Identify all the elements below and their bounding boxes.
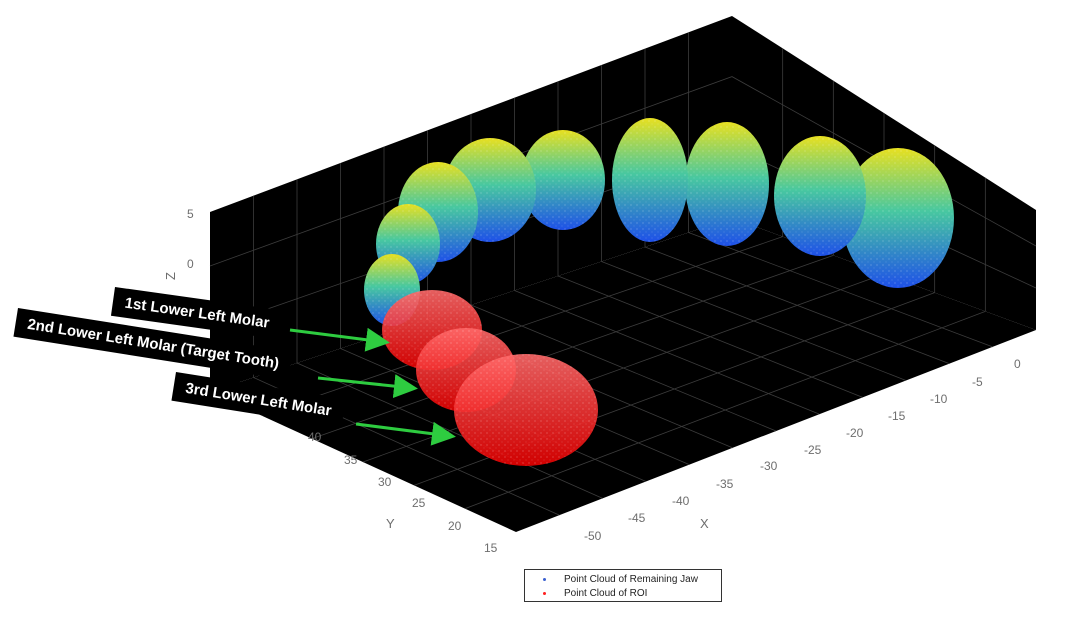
roi-molar-texture <box>454 354 598 466</box>
jaw-tooth-texture <box>842 148 954 288</box>
jaw-tooth-texture <box>774 136 866 256</box>
axes-floor <box>210 218 1036 532</box>
series-remaining-jaw-points <box>364 118 954 326</box>
y-tick-labels: 15 20 25 30 35 40 <box>308 430 498 555</box>
y-axis-label: Y <box>386 516 395 531</box>
z-axis-label: Z <box>163 272 178 280</box>
y-tick-label: 35 <box>344 453 358 467</box>
legend: Point Cloud of Remaining Jaw Point Cloud… <box>524 569 722 602</box>
jaw-tooth-texture <box>685 122 769 246</box>
x-tick-label: -20 <box>846 426 864 440</box>
x-tick-label: -10 <box>930 392 948 406</box>
x-tick-label: -35 <box>716 477 734 491</box>
x-tick-label: -5 <box>972 375 983 389</box>
x-tick-labels: 0 -5 -10 -15 -20 -25 -30 -35 -40 -45 -50 <box>584 357 1021 543</box>
legend-label-roi: Point Cloud of ROI <box>564 588 648 599</box>
arrow-3rd-molar <box>355 421 456 446</box>
z-tick-label: 5 <box>187 207 194 221</box>
arrow-2nd-molar <box>317 374 418 399</box>
x-tick-label: -15 <box>888 409 906 423</box>
z-tick-label: 0 <box>187 257 194 271</box>
y-tick-label: 20 <box>448 519 462 533</box>
legend-marker-roi <box>543 592 546 595</box>
series-roi-points <box>382 290 598 466</box>
y-tick-label: 25 <box>412 496 426 510</box>
jaw-tooth-texture <box>612 118 688 242</box>
x-tick-label: -30 <box>760 459 778 473</box>
y-tick-label: 40 <box>308 430 322 444</box>
x-tick-label: -25 <box>804 443 822 457</box>
x-tick-label: -50 <box>584 529 602 543</box>
legend-label-remaining-jaw: Point Cloud of Remaining Jaw <box>564 574 698 585</box>
grid-line <box>464 310 986 510</box>
jaw-tooth-texture <box>521 130 605 230</box>
legend-marker-remaining-jaw <box>543 578 546 581</box>
legend-item-remaining-jaw: Point Cloud of Remaining Jaw <box>543 574 698 585</box>
legend-item-roi: Point Cloud of ROI <box>543 588 647 599</box>
grid-line <box>260 236 783 416</box>
arrow-1st-molar <box>289 327 390 352</box>
x-tick-label: -40 <box>672 494 690 508</box>
z-tick-labels: 05 <box>187 207 194 271</box>
grid-line <box>311 254 834 440</box>
x-axis-label: X <box>700 516 709 531</box>
y-tick-label: 30 <box>378 475 392 489</box>
x-tick-label: -45 <box>628 511 646 525</box>
y-tick-label: 15 <box>484 541 498 555</box>
x-tick-label: 0 <box>1014 357 1021 371</box>
